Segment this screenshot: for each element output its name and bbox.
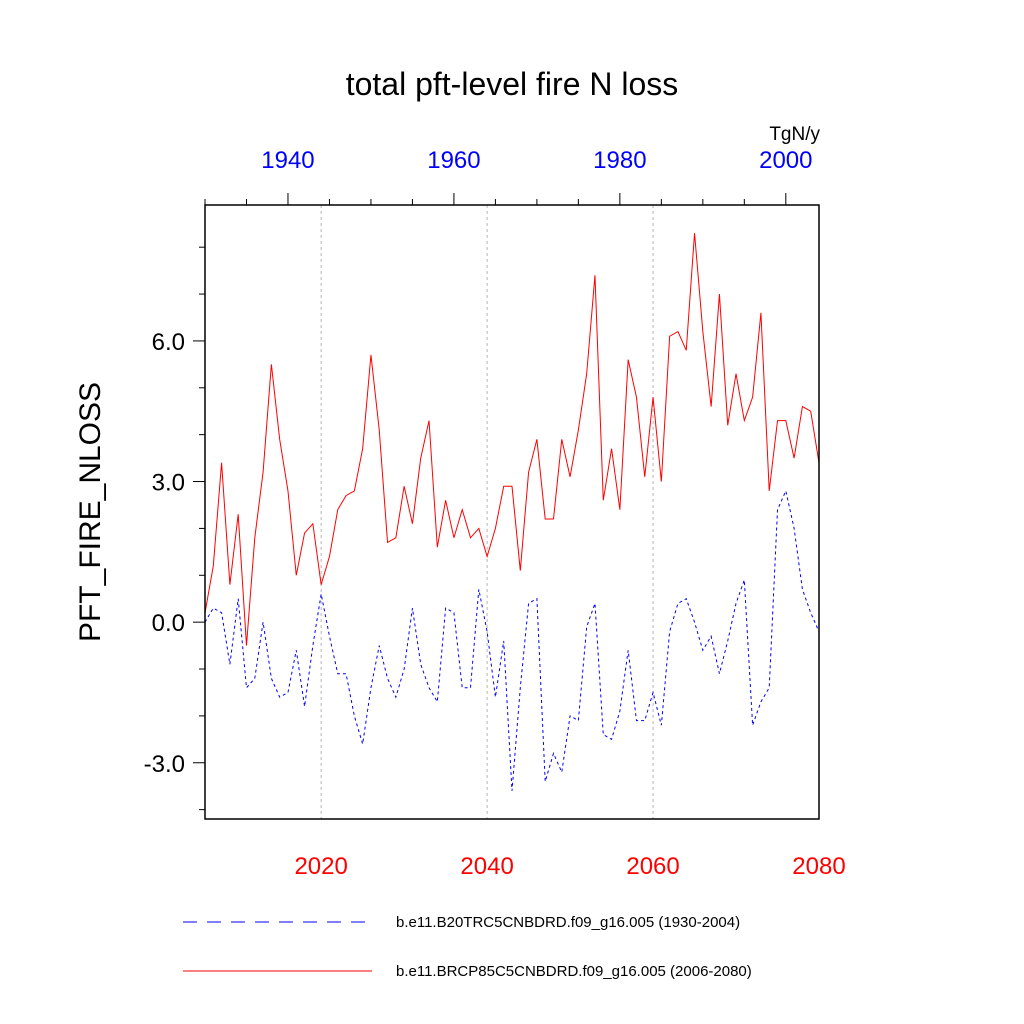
series-line-1	[204, 233, 820, 646]
top-tick-label: 2000	[759, 147, 812, 174]
bottom-tick-label: 2020	[294, 853, 347, 880]
series-line-0	[204, 489, 820, 791]
bottom-tick-label: 2080	[792, 853, 845, 880]
legend-label-historical: b.e11.B20TRC5CNBDRD.f09_g16.005 (1930-20…	[396, 914, 740, 931]
top-tick-label: 1940	[261, 147, 314, 174]
y-tick-label: 3.0	[152, 470, 185, 497]
y-tick-label: -3.0	[144, 751, 185, 778]
series-lines	[204, 233, 820, 791]
chart-title: total pft-level fire N loss	[346, 66, 679, 102]
bottom-tick-label: 2040	[460, 853, 513, 880]
y-tick-label: 6.0	[152, 329, 185, 356]
gridlines	[320, 205, 654, 819]
plot-frame	[204, 204, 820, 820]
units-label: TgN/y	[769, 124, 820, 145]
top-tick-label: 1960	[427, 147, 480, 174]
legend-label-rcp85: b.e11.BRCP85C5CNBDRD.f09_g16.005 (2006-2…	[396, 963, 752, 980]
axes: -3.0 0.0 3.0 6.0 2020 2040 2060 2080 1940 1960 198…	[144, 147, 846, 880]
y-axis-label: PFT_FIRE_NLOSS	[74, 382, 107, 642]
top-tick-label: 1980	[593, 147, 646, 174]
legend: b.e11.B20TRC5CNBDRD.f09_g16.005 (1930-20…	[183, 914, 752, 980]
bottom-tick-label: 2060	[626, 853, 679, 880]
y-tick-label: 0.0	[152, 610, 185, 637]
